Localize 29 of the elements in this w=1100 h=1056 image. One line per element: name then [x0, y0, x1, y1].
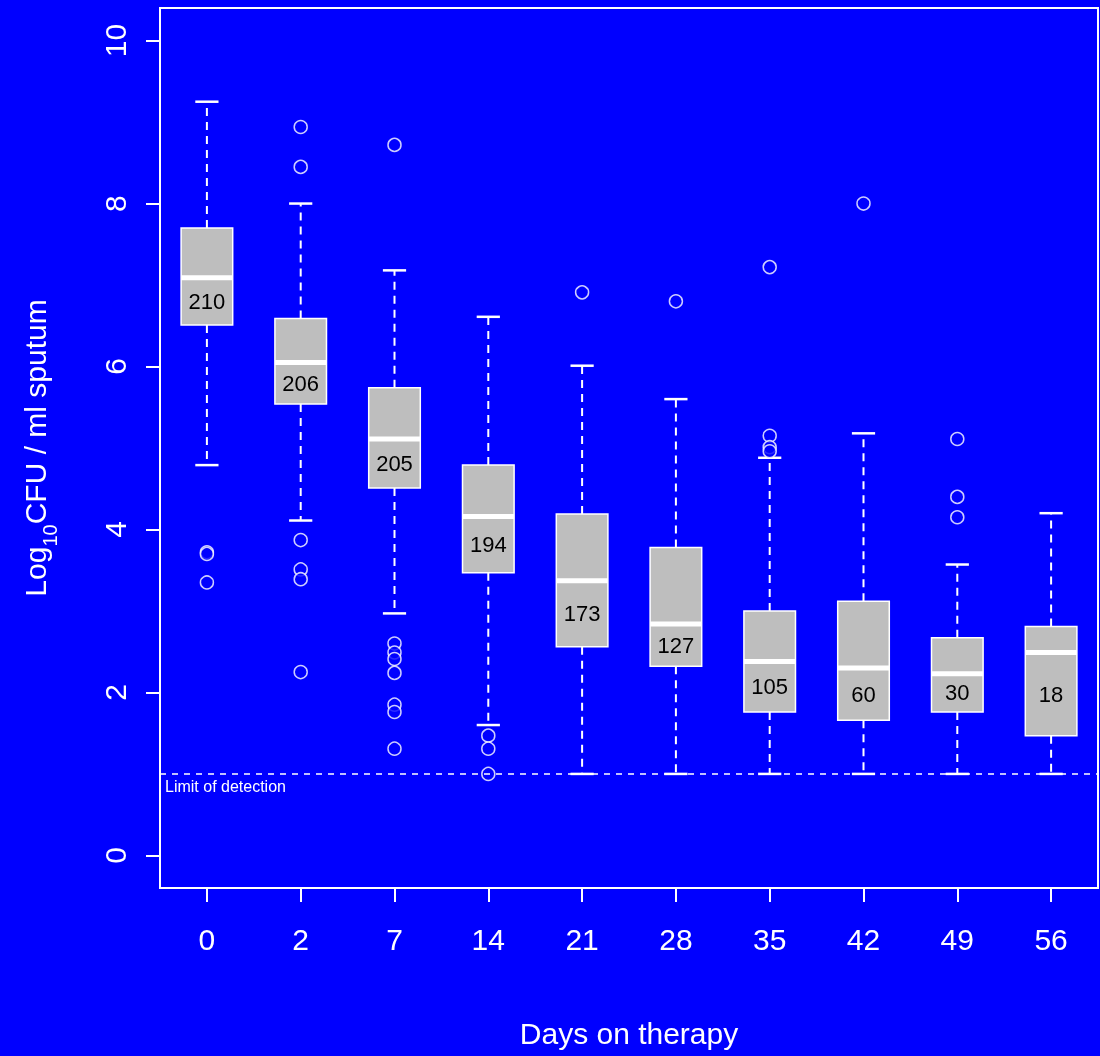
annotation: 205: [376, 450, 413, 476]
x-tick-label: 2: [292, 922, 310, 956]
y-tick-label: 4: [98, 521, 132, 538]
x-tick-label: 21: [565, 922, 599, 956]
x-axis-title: Days on therapy: [519, 1016, 739, 1050]
x-tick-label: 35: [753, 922, 787, 956]
y-tick-label: 2: [98, 684, 132, 701]
annotation: 127: [657, 632, 695, 658]
annotation: 210: [188, 288, 226, 314]
annotation: 194: [469, 532, 507, 558]
y-tick-label: 6: [98, 358, 132, 375]
ref-line-label: Limit of detection: [165, 778, 286, 796]
annotation: 30: [945, 680, 970, 706]
x-tick-label: 28: [659, 922, 693, 956]
y-tick-label: 8: [98, 195, 132, 212]
x-tick-label: 42: [846, 922, 881, 956]
x-tick-label: 0: [198, 922, 216, 956]
annotation: 173: [563, 601, 601, 627]
annotation: 18: [1038, 681, 1064, 707]
y-axis-title: Log10CFU / ml sputum: [18, 299, 61, 597]
y-tick-label: 10: [98, 23, 132, 58]
y-tick-label: 0: [98, 847, 132, 864]
annotation: 206: [282, 370, 320, 396]
x-tick-label: 49: [940, 922, 974, 956]
x-tick-label: 56: [1034, 922, 1068, 956]
x-tick-label: 7: [386, 922, 403, 956]
x-tick-label: 14: [471, 922, 505, 956]
annotation: 105: [751, 674, 789, 700]
annotation: 60: [851, 681, 876, 707]
